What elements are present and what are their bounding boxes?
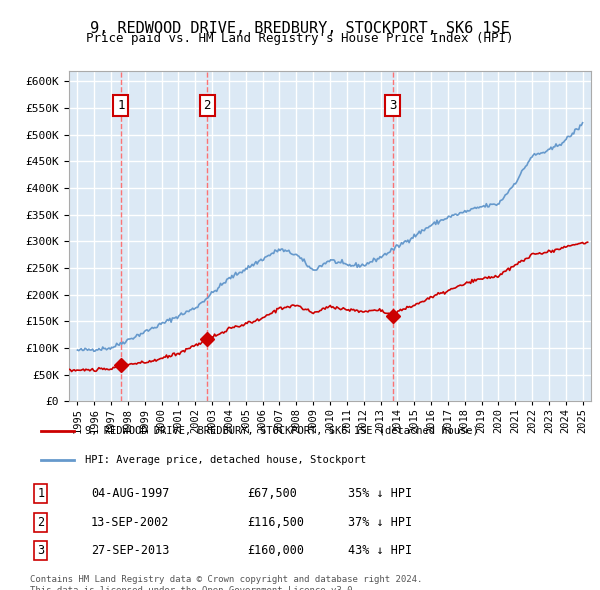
Text: HPI: Average price, detached house, Stockport: HPI: Average price, detached house, Stoc… <box>85 455 367 465</box>
Text: Price paid vs. HM Land Registry's House Price Index (HPI): Price paid vs. HM Land Registry's House … <box>86 32 514 45</box>
Text: 3: 3 <box>37 544 44 557</box>
Text: 9, REDWOOD DRIVE, BREDBURY, STOCKPORT, SK6 1SE (detached house): 9, REDWOOD DRIVE, BREDBURY, STOCKPORT, S… <box>85 426 479 435</box>
Text: £160,000: £160,000 <box>247 544 304 557</box>
Text: 3: 3 <box>389 99 397 112</box>
Text: 2: 2 <box>37 516 44 529</box>
Text: 37% ↓ HPI: 37% ↓ HPI <box>347 516 412 529</box>
Text: 04-AUG-1997: 04-AUG-1997 <box>91 487 169 500</box>
Text: 1: 1 <box>37 487 44 500</box>
Text: 27-SEP-2013: 27-SEP-2013 <box>91 544 169 557</box>
Text: 1: 1 <box>117 99 125 112</box>
Text: 35% ↓ HPI: 35% ↓ HPI <box>347 487 412 500</box>
Text: 13-SEP-2002: 13-SEP-2002 <box>91 516 169 529</box>
Text: Contains HM Land Registry data © Crown copyright and database right 2024.
This d: Contains HM Land Registry data © Crown c… <box>30 575 422 590</box>
Text: 43% ↓ HPI: 43% ↓ HPI <box>347 544 412 557</box>
Text: £116,500: £116,500 <box>247 516 304 529</box>
Text: £67,500: £67,500 <box>247 487 297 500</box>
Text: 2: 2 <box>203 99 211 112</box>
Text: 9, REDWOOD DRIVE, BREDBURY, STOCKPORT, SK6 1SE: 9, REDWOOD DRIVE, BREDBURY, STOCKPORT, S… <box>90 21 510 35</box>
